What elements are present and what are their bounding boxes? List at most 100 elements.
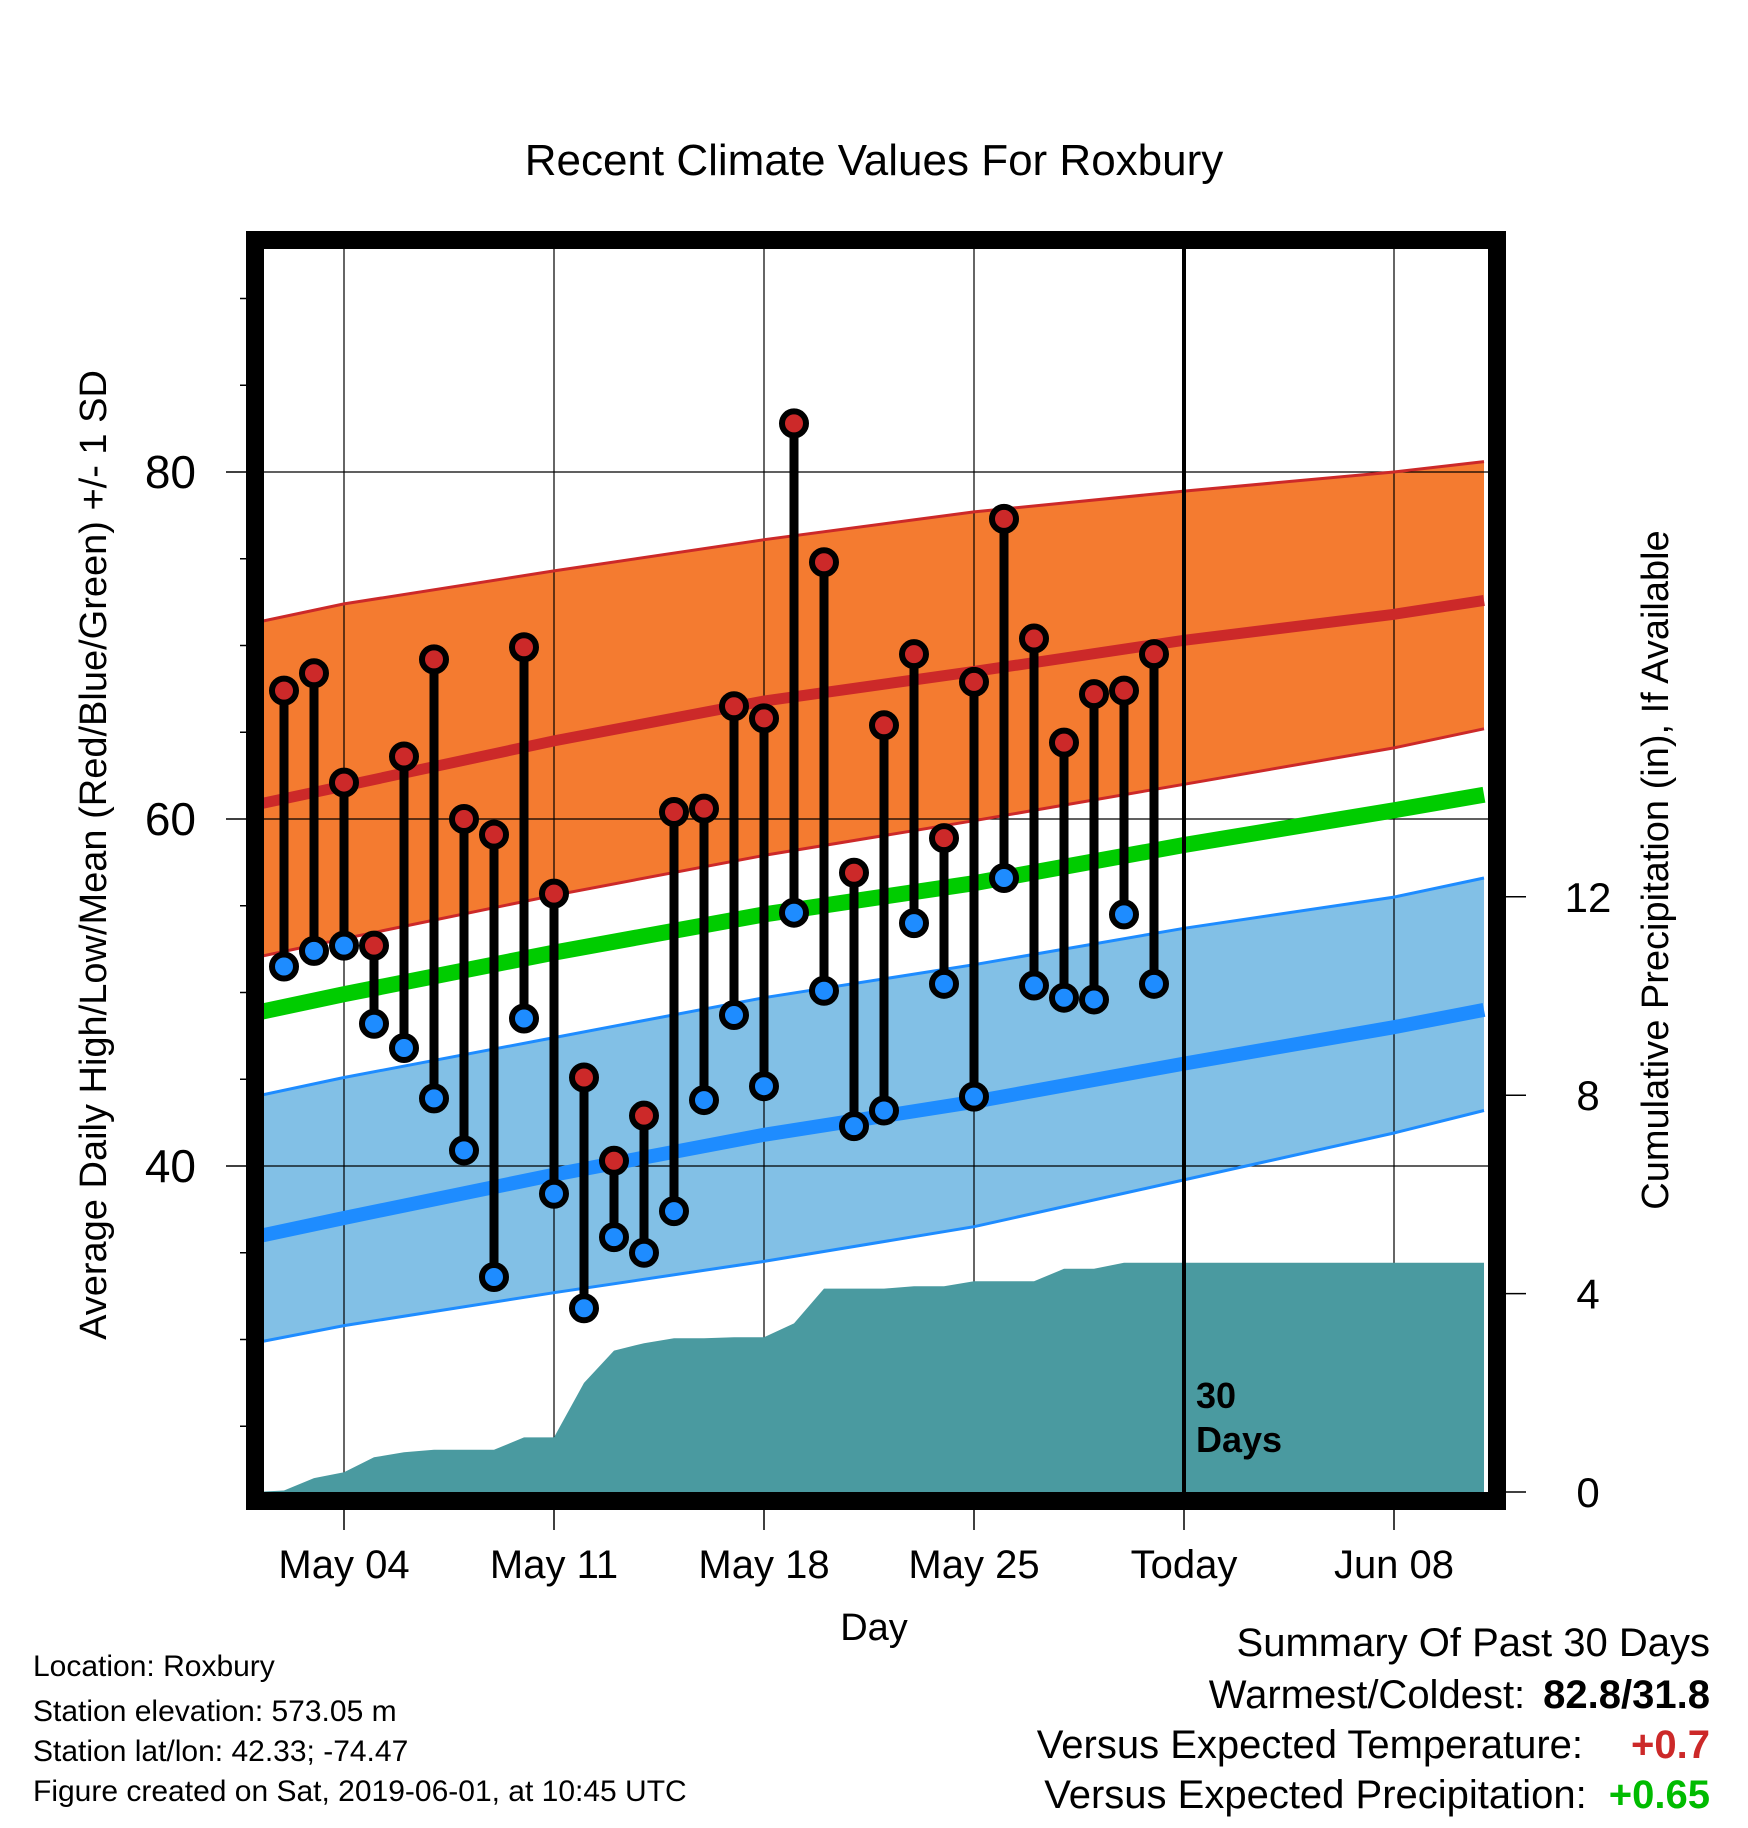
normal-mean-line [252, 786, 1486, 1022]
y2-tick-label: 0 [1576, 1469, 1599, 1516]
summary-title: Summary Of Past 30 Days [1236, 1621, 1710, 1665]
y-tick-label: 60 [145, 793, 196, 845]
daily-low-point [839, 1111, 869, 1142]
temp-vs-expected-value: +0.7 [1631, 1723, 1710, 1767]
normal-lines [252, 460, 1486, 1345]
daily-low-point [1109, 899, 1139, 930]
daily-low-point [719, 1000, 749, 1031]
x-tick-label: Today [1131, 1543, 1238, 1587]
daily-high-point [569, 1062, 599, 1093]
x-tick-label: May 18 [698, 1543, 829, 1587]
daily-low-point [389, 1033, 419, 1064]
daily-low-point [989, 862, 1019, 893]
low-sd-band [254, 878, 1484, 1343]
cumulative-precip-area [254, 1262, 1484, 1492]
summary-warmest-coldest: Warmest/Coldest: 82.8/31.8 [1209, 1675, 1710, 1715]
precipitation-area [254, 1262, 1484, 1492]
y2-tick-label: 4 [1576, 1271, 1599, 1318]
days-label-number: 30 [1196, 1375, 1236, 1416]
warmest-coldest-value: 82.8/31.8 [1543, 1673, 1710, 1717]
daily-high-point [629, 1100, 659, 1131]
daily-low-point [449, 1135, 479, 1166]
daily-high-point [899, 639, 929, 670]
created-text: Figure created on Sat, 2019-06-01, at 10… [33, 1775, 687, 1808]
daily-high-point [989, 503, 1019, 534]
daily-low-point [749, 1071, 779, 1102]
high-lower-sd-line [253, 727, 1485, 960]
axes: 40 60 80 0 4 8 12 May 04 May 11 May 18 May 25 Today… [145, 297, 1612, 1587]
daily-high-point [479, 819, 509, 850]
x-tick-label: May 04 [278, 1543, 409, 1587]
precip-vs-expected-value: +0.65 [1608, 1773, 1710, 1817]
elevation-text: Station elevation: 573.05 m [33, 1695, 397, 1728]
daily-high-point [659, 797, 689, 828]
daily-high-point [1109, 675, 1139, 706]
daily-high-point [389, 741, 419, 772]
daily-low-point [359, 1008, 389, 1039]
daily-low-point [299, 935, 329, 966]
precip-vs-expected-label: Versus Expected Precipitation: [1044, 1773, 1587, 1817]
daily-low-point [1019, 970, 1049, 1001]
plot-frame [246, 231, 1506, 1510]
chart-title: Recent Climate Values For Roxbury [525, 136, 1224, 185]
daily-high-point [329, 767, 359, 798]
plot-border [246, 231, 1506, 1510]
daily-low-point [959, 1081, 989, 1112]
daily-high-point [689, 793, 719, 824]
x-tick-label: May 25 [908, 1543, 1039, 1587]
daily-low-point [659, 1196, 689, 1227]
summary-precipitation: Versus Expected Precipitation: +0.65 [1044, 1775, 1710, 1815]
daily-low-point [1139, 968, 1169, 999]
daily-low-point [539, 1178, 569, 1209]
y2-tick-label: 12 [1565, 874, 1612, 921]
high-sd-band [254, 461, 1484, 958]
normal-bands [254, 461, 1484, 1343]
daily-low-point [1049, 982, 1079, 1013]
daily-high-point [299, 658, 329, 689]
daily-high-point [509, 632, 539, 663]
daily-low-point [599, 1222, 629, 1253]
daily-low-point [269, 951, 299, 982]
normal-low-line [252, 1003, 1486, 1244]
daily-high-point [449, 804, 479, 834]
daily-low-point [689, 1085, 719, 1116]
y2-tick-label: 8 [1576, 1072, 1599, 1119]
daily-high-point [1019, 623, 1049, 654]
daily-high-point [959, 666, 989, 697]
high-upper-sd-line [253, 460, 1485, 625]
low-lower-sd-line [253, 1109, 1485, 1345]
daily-points [269, 408, 1169, 1324]
y2-axis-label: Cumulative Precipitation (in), If Availa… [1635, 530, 1677, 1209]
days-label-word: Days [1196, 1419, 1282, 1460]
y-tick-label: 80 [145, 446, 196, 498]
daily-high-point [929, 823, 959, 854]
daily-low-point [1079, 984, 1109, 1015]
daily-low-point [509, 1003, 539, 1034]
x-tick-label: Jun 08 [1334, 1543, 1454, 1587]
daily-high-point [779, 408, 809, 439]
daily-high-point [809, 547, 839, 578]
daily-high-point [1079, 679, 1109, 710]
daily-high-point [719, 691, 749, 722]
daily-low-point [629, 1237, 659, 1268]
daily-high-point [599, 1145, 629, 1176]
daily-low-point [419, 1083, 449, 1114]
daily-high-point [539, 878, 569, 909]
normal-high-line [252, 594, 1485, 811]
low-upper-sd-line [253, 876, 1485, 1099]
daily-high-point [1139, 639, 1169, 670]
latlon-text: Station lat/lon: 42.33; -74.47 [33, 1735, 409, 1768]
warmest-coldest-label: Warmest/Coldest: [1208, 1673, 1526, 1717]
location-text: Location: Roxbury [33, 1650, 275, 1683]
daily-low-point [569, 1293, 599, 1324]
daily-high-point [839, 857, 869, 888]
daily-high-point [869, 710, 899, 741]
daily-low-point [929, 968, 959, 999]
daily-low-point [329, 930, 359, 961]
temp-vs-expected-label: Versus Expected Temperature: [1036, 1723, 1584, 1767]
daily-low-point [899, 908, 929, 939]
daily-low-point [479, 1262, 509, 1293]
x-tick-label: May 11 [490, 1543, 618, 1587]
